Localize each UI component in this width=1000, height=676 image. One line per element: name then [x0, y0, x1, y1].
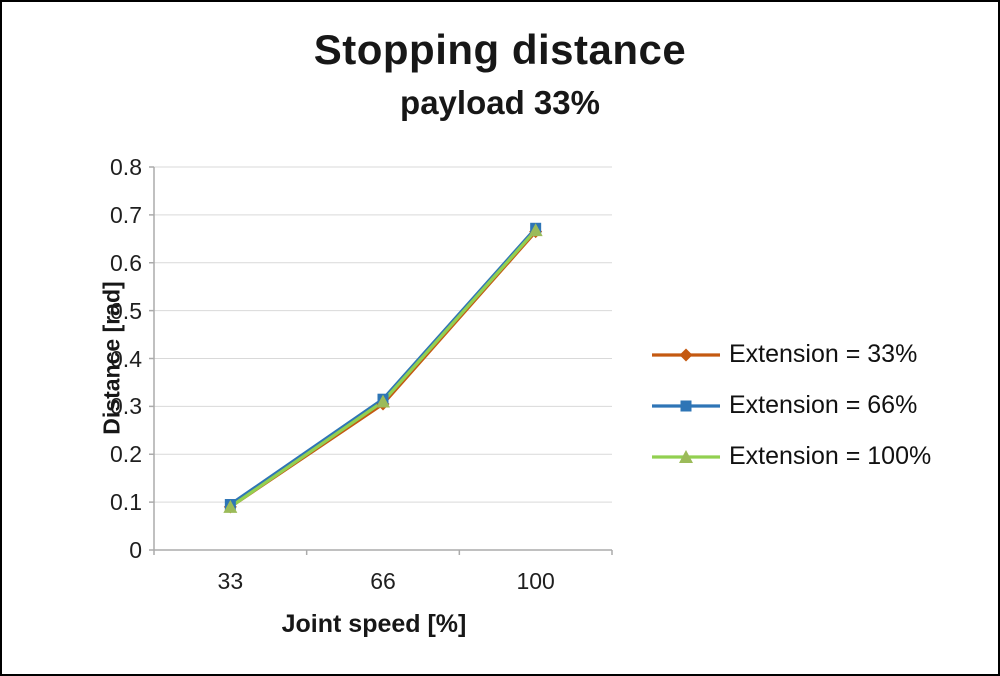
- chart-subtitle: payload 33%: [400, 84, 600, 121]
- x-tick-label: 66: [370, 568, 396, 594]
- legend-label: Extension = 100%: [729, 442, 932, 470]
- y-tick-label: 0.7: [110, 201, 142, 228]
- series-line-1: [228, 226, 538, 507]
- chart-title: Stopping distance: [313, 26, 687, 73]
- data-point-marker: [679, 348, 693, 361]
- y-tick-label: 0.3: [110, 393, 142, 420]
- x-axis-title: Joint speed [%]: [281, 610, 467, 638]
- data-point-marker: [679, 449, 693, 463]
- axes: [149, 166, 613, 555]
- legend: Extension = 33% Extension = 66% Extension …: [652, 340, 931, 471]
- x-tick-label: 100: [516, 568, 555, 594]
- y-tick-label: 0.4: [110, 345, 142, 372]
- y-tick-label: 0.2: [110, 441, 142, 468]
- y-tick-label: 0.8: [110, 154, 142, 180]
- data-point-marker: [528, 223, 543, 237]
- legend-swatch-icon: [652, 449, 720, 463]
- y-tick-label: 0.5: [110, 297, 142, 324]
- series-markers: [224, 222, 542, 511]
- legend-label: Extension = 33%: [729, 340, 918, 368]
- data-point-marker: [376, 394, 390, 408]
- y-tick-label: 0.6: [110, 249, 142, 276]
- legend-swatch-icon: [652, 400, 720, 411]
- data-point-marker: [223, 499, 238, 513]
- y-axis-title: Distance [rad]: [98, 281, 125, 435]
- y-tick-label: 0.1: [110, 489, 142, 516]
- legend-item: Extension = 66%: [652, 391, 931, 420]
- gridlines: [154, 166, 612, 503]
- series-markers: [223, 225, 543, 514]
- data-point-marker: [680, 400, 692, 411]
- legend-item: Extension = 33%: [652, 340, 931, 369]
- series-line-2: [228, 228, 538, 509]
- legend-swatch-icon: [652, 348, 720, 361]
- legend-label: Extension = 66%: [729, 391, 918, 419]
- series-markers: [223, 223, 543, 513]
- x-tick-label: 33: [217, 568, 244, 594]
- y-tick-label: 0: [129, 537, 142, 563]
- series-line-0: [228, 230, 538, 509]
- legend-item: Extension = 100%: [652, 442, 931, 471]
